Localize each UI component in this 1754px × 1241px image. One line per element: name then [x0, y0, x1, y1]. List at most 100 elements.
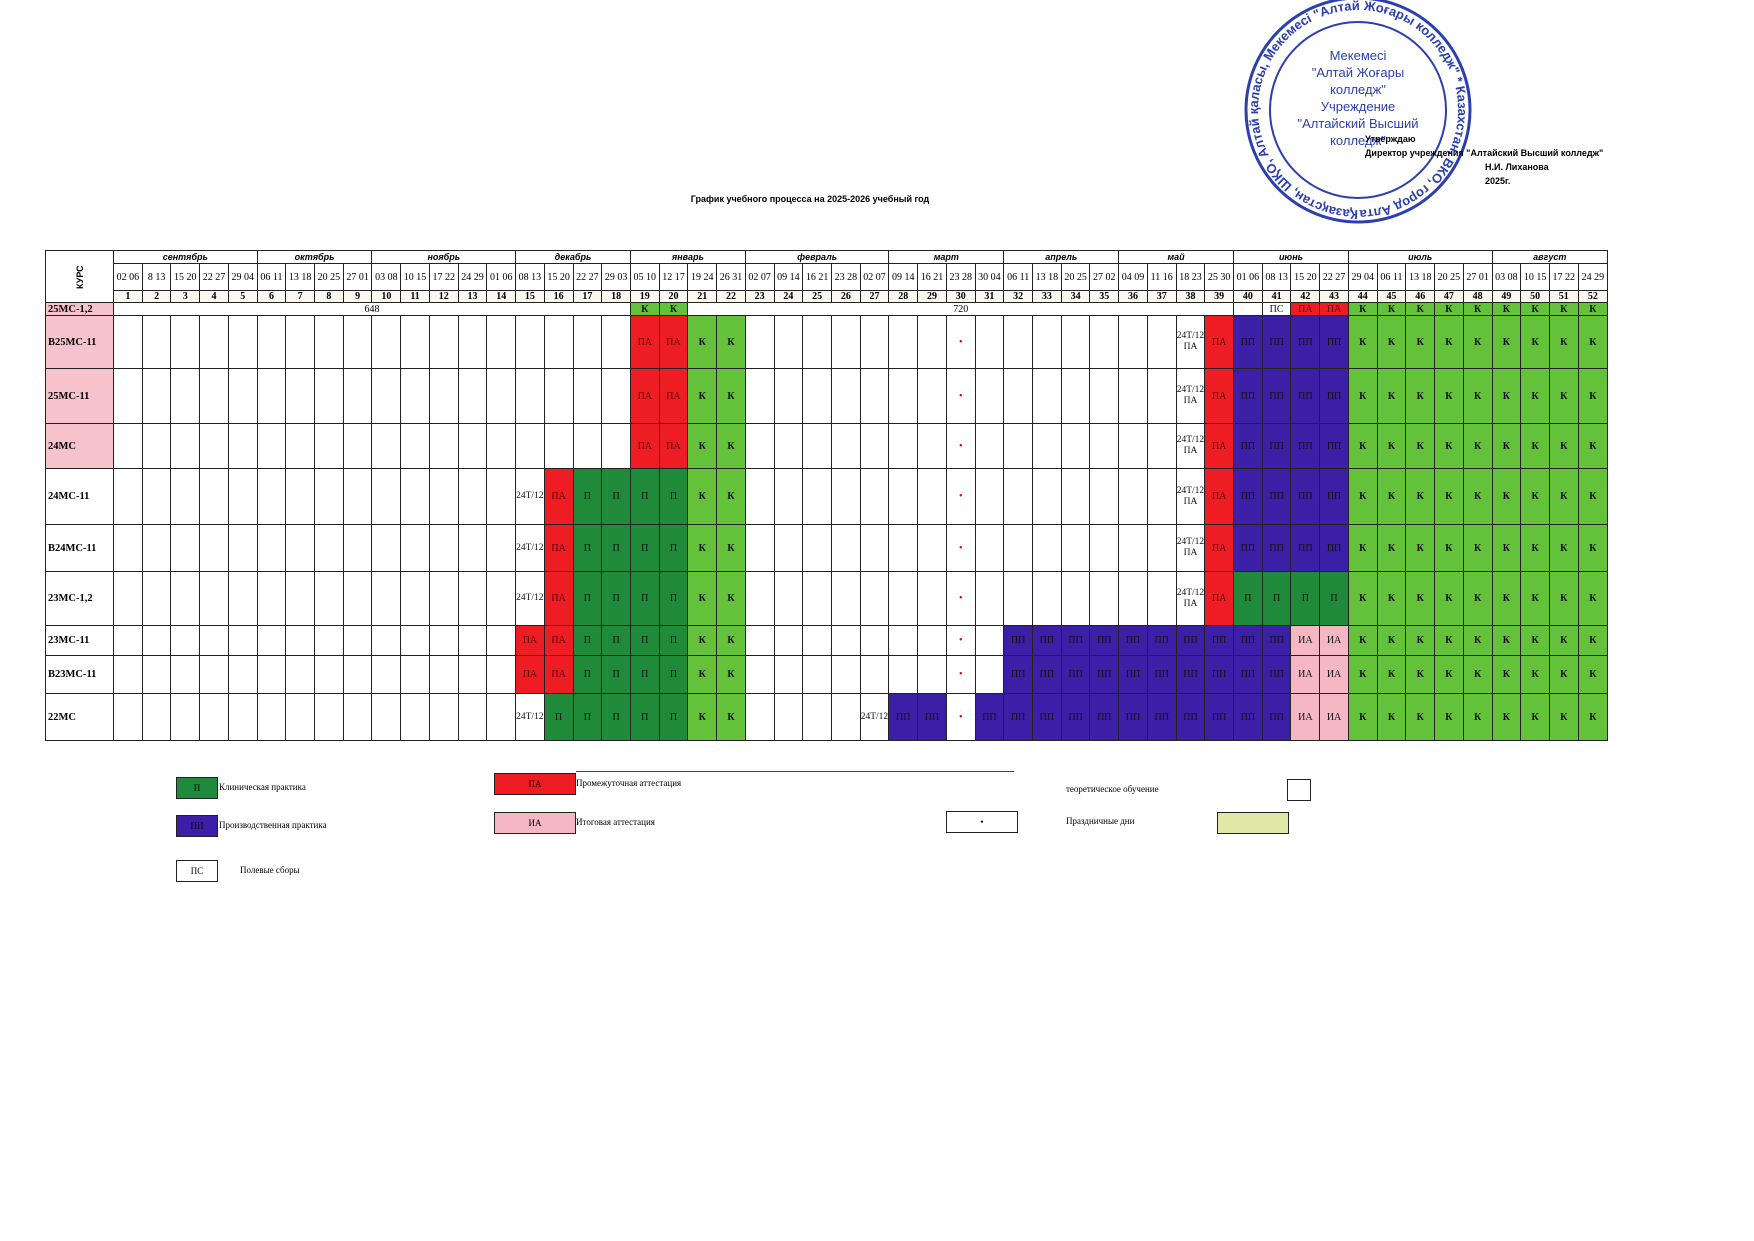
cell: К [1347, 625, 1378, 656]
cell: К [1376, 315, 1407, 369]
week-number: 43 [1319, 290, 1349, 303]
cell [773, 524, 804, 572]
cell: К [1347, 302, 1378, 316]
approval: Утверждаю Директор учреждения "Алтайский… [1365, 132, 1603, 188]
cell: • [945, 468, 976, 525]
cell [400, 571, 430, 626]
cell [543, 368, 574, 424]
cell [371, 524, 402, 572]
cell [1003, 524, 1033, 572]
cell [859, 468, 890, 525]
cell [888, 368, 919, 424]
cell [888, 625, 919, 656]
cell [859, 315, 890, 369]
cell [888, 468, 919, 525]
cell [1032, 315, 1062, 369]
date: 15 20 [170, 263, 201, 291]
cell [1032, 571, 1062, 626]
cell [342, 571, 373, 626]
cell: ПП [1118, 693, 1148, 741]
date: 16 21 [917, 263, 947, 291]
cell: ПС [1261, 302, 1292, 316]
cell: К [1491, 368, 1522, 424]
cell: К [1347, 571, 1378, 626]
cell: К [687, 423, 718, 469]
cell [917, 571, 947, 626]
cell: ПП [1118, 625, 1148, 656]
legend-swatch: ПА [494, 773, 576, 795]
week-number: 32 [1003, 290, 1033, 303]
date: 06 11 [256, 263, 287, 291]
cell [314, 693, 344, 741]
week-number: 44 [1347, 290, 1378, 303]
cell: ПА [1319, 302, 1349, 316]
cell [371, 368, 402, 424]
date: 30 04 [974, 263, 1005, 291]
cell [457, 315, 488, 369]
cell [141, 368, 172, 424]
week-number: 7 [285, 290, 316, 303]
cell [1003, 423, 1033, 469]
cell: ПП [1146, 655, 1177, 694]
stamp-line: Учреждение [1321, 99, 1396, 114]
cell [773, 655, 804, 694]
cell: К [1462, 571, 1493, 626]
cell: К [1577, 368, 1609, 424]
cell: К [1577, 693, 1609, 741]
cell [830, 655, 861, 694]
cell: К [1577, 625, 1609, 656]
cell: К [1520, 693, 1550, 741]
cell: ПП [1204, 655, 1235, 694]
cell: К [1405, 625, 1436, 656]
cell: ПП [1233, 423, 1263, 469]
cell [917, 524, 947, 572]
date: 8 13 [141, 263, 172, 291]
date: 29 04 [227, 263, 258, 291]
legend-code: П [193, 783, 201, 793]
week-number: 6 [256, 290, 287, 303]
cell: К [1376, 571, 1407, 626]
course-name: 23МС-11 [45, 625, 114, 656]
cell: К [1347, 315, 1378, 369]
cell [1060, 423, 1091, 469]
week-number: 9 [342, 290, 373, 303]
week-number: 8 [314, 290, 344, 303]
cell [457, 524, 488, 572]
cell: К [1520, 625, 1550, 656]
cell: ПА [1204, 368, 1235, 424]
cell: К [1347, 423, 1378, 469]
cell: ПП [1233, 315, 1263, 369]
date: 02 06 [113, 263, 143, 291]
cell [1060, 571, 1091, 626]
week-number: 19 [629, 290, 660, 303]
cell [859, 423, 890, 469]
month: февраль [744, 250, 890, 264]
cell: П [1290, 571, 1321, 626]
stamp-inner [1269, 21, 1447, 199]
cell: К [1520, 571, 1550, 626]
cell: К [1491, 315, 1522, 369]
cell [744, 693, 775, 741]
week-number: 37 [1146, 290, 1177, 303]
cell [974, 571, 1005, 626]
date: 06 11 [1003, 263, 1033, 291]
cell: К [716, 655, 746, 694]
cell: 24Т/12П [859, 693, 890, 741]
cell: • [945, 368, 976, 424]
cell: П [572, 524, 603, 572]
cell [515, 423, 545, 469]
week-number: 29 [917, 290, 947, 303]
cell: К [1491, 655, 1522, 694]
cell [1060, 315, 1091, 369]
cell: ПП [1290, 423, 1321, 469]
cell: ПП [1319, 315, 1349, 369]
cell: К [1376, 423, 1407, 469]
date: 09 14 [773, 263, 804, 291]
cell: К [1434, 571, 1464, 626]
week-number: 41 [1261, 290, 1292, 303]
cell [1003, 368, 1033, 424]
cell: К [1491, 571, 1522, 626]
cell [227, 315, 258, 369]
cell [830, 524, 861, 572]
